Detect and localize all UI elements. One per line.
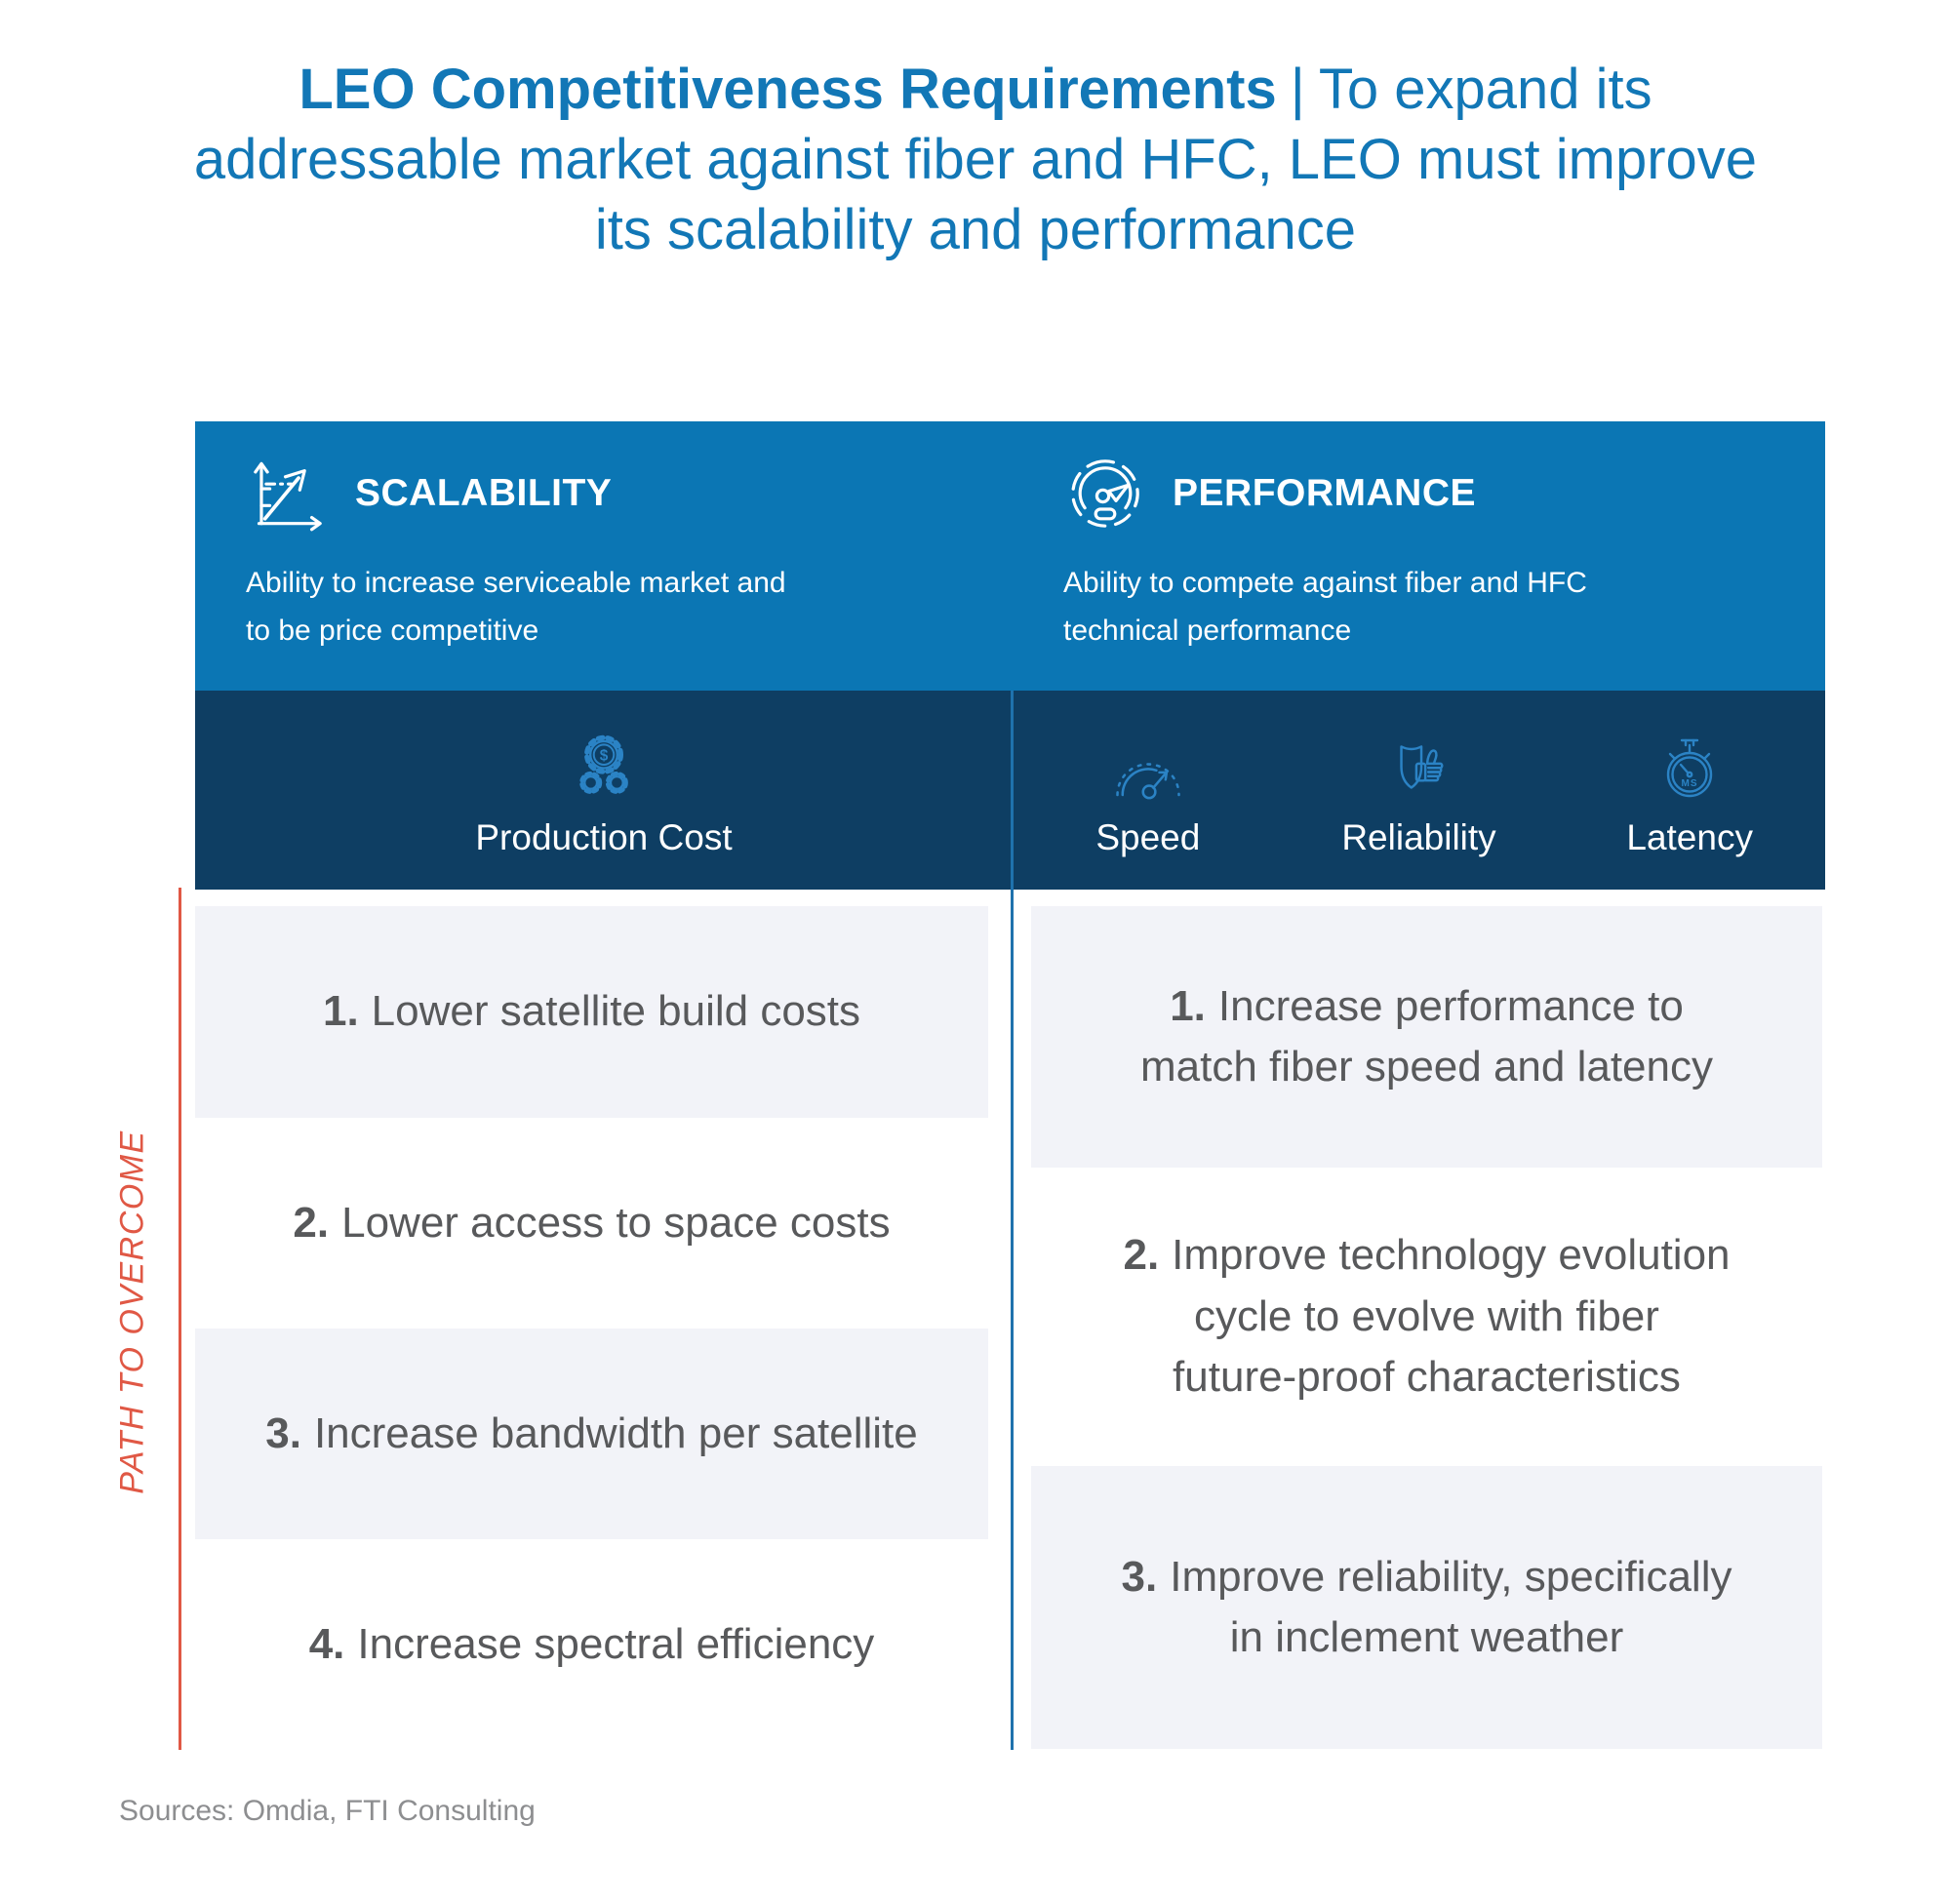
path-to-overcome-rule bbox=[179, 888, 181, 1750]
production-cost-cell: $ Production Cost bbox=[195, 691, 1013, 890]
item-text: Increase spectral efficiency bbox=[357, 1619, 875, 1668]
reliability-label: Reliability bbox=[1341, 817, 1496, 857]
path-to-overcome-label: PATH TO OVERCOME bbox=[113, 1130, 151, 1494]
category-band: SCALABILITY Ability to increase servicea… bbox=[195, 421, 1825, 691]
speedometer-icon bbox=[1063, 452, 1147, 536]
item-text: Increase performance to match fiber spee… bbox=[1139, 981, 1714, 1091]
performance-items: 1. Increase performance to match fiber sp… bbox=[1031, 906, 1822, 1749]
column-divider bbox=[1011, 691, 1014, 1750]
item-number: 4. bbox=[308, 1619, 345, 1668]
list-item: 3. Increase bandwidth per satellite bbox=[195, 1329, 988, 1539]
stopwatch-ms-icon: MS bbox=[1655, 728, 1724, 804]
performance-description: Ability to compete against fiber and HFC… bbox=[1063, 567, 1587, 647]
speed-cell: Speed bbox=[1013, 691, 1284, 890]
performance-label: PERFORMANCE bbox=[1173, 472, 1477, 514]
title-separator: | bbox=[1290, 58, 1305, 121]
item-text: Lower satellite build costs bbox=[371, 987, 861, 1036]
item-text: Improve technology evolution cycle to ev… bbox=[1172, 1231, 1731, 1402]
list-item: 2. Lower access to space costs bbox=[195, 1118, 988, 1329]
list-item: 1. Increase performance to match fiber sp… bbox=[1031, 906, 1822, 1168]
list-item: 3. Improve reliability, specifically in i… bbox=[1031, 1466, 1822, 1749]
scalability-items: 1. Lower satellite build costs 2. Lower ac… bbox=[195, 906, 988, 1750]
gears-dollar-icon: $ bbox=[566, 728, 642, 804]
latency-label: Latency bbox=[1626, 817, 1753, 857]
scalability-label: SCALABILITY bbox=[355, 472, 613, 514]
title-bold: LEO Competitiveness Requirements bbox=[299, 58, 1277, 121]
list-item: 1. Lower satellite build costs bbox=[195, 906, 988, 1118]
list-item: 4. Increase spectral efficiency bbox=[195, 1539, 988, 1750]
production-cost-label: Production Cost bbox=[475, 817, 733, 857]
item-number: 2. bbox=[1123, 1231, 1160, 1280]
item-text: Improve reliability, specifically in inc… bbox=[1170, 1552, 1732, 1661]
speed-label: Speed bbox=[1095, 817, 1201, 857]
item-number: 1. bbox=[1170, 981, 1206, 1030]
item-number: 3. bbox=[1121, 1552, 1158, 1601]
scalability-description: Ability to increase serviceable market a… bbox=[246, 567, 786, 647]
list-item: 2. Improve technology evolution cycle to … bbox=[1031, 1168, 1822, 1466]
performance-metrics: Speed Reliability bbox=[1013, 691, 1825, 890]
latency-cell: MS Latency bbox=[1554, 691, 1825, 890]
item-number: 1. bbox=[322, 987, 359, 1036]
title-light: To expand its addressable market against… bbox=[193, 58, 1758, 261]
item-text: Increase bandwidth per satellite bbox=[313, 1408, 918, 1457]
page-title: LEO Competitiveness Requirements | To expa… bbox=[185, 55, 1766, 265]
item-number: 2. bbox=[293, 1198, 330, 1247]
svg-text:$: $ bbox=[600, 747, 609, 764]
svg-text:MS: MS bbox=[1682, 778, 1698, 789]
shield-thumbs-up-icon bbox=[1381, 728, 1457, 804]
metric-band: $ Production Cost bbox=[195, 691, 1825, 890]
reliability-cell: Reliability bbox=[1284, 691, 1555, 890]
growth-chart-icon bbox=[246, 452, 330, 536]
scalability-header: SCALABILITY bbox=[246, 451, 974, 536]
scalability-section: SCALABILITY Ability to increase servicea… bbox=[195, 421, 1013, 691]
performance-section: PERFORMANCE Ability to compete against f… bbox=[1013, 421, 1825, 691]
performance-header: PERFORMANCE bbox=[1063, 451, 1786, 536]
item-text: Lower access to space costs bbox=[341, 1198, 891, 1247]
speed-gauge-icon bbox=[1107, 728, 1189, 804]
item-number: 3. bbox=[265, 1408, 301, 1457]
sources-note: Sources: Omdia, FTI Consulting bbox=[119, 1795, 536, 1827]
